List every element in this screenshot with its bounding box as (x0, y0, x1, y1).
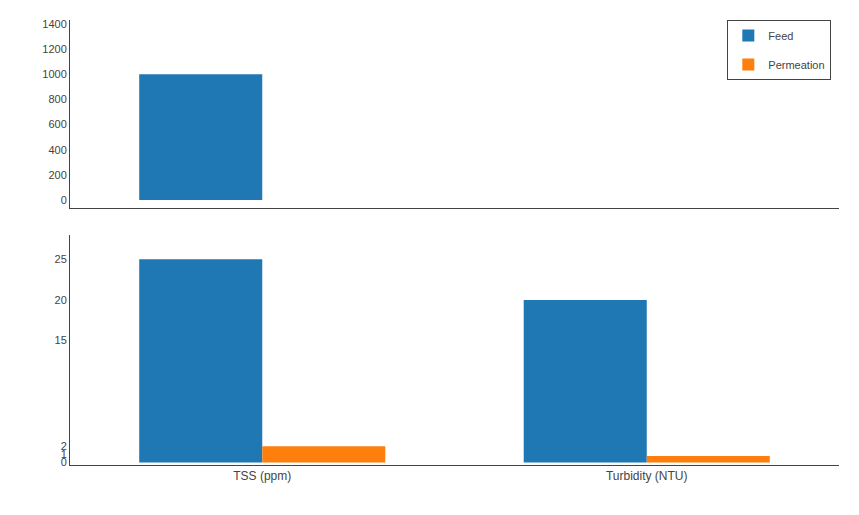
svg-text:600: 600 (48, 118, 66, 130)
svg-text:Turbidity (NTU): Turbidity (NTU) (606, 469, 688, 483)
svg-text:0: 0 (61, 194, 67, 206)
svg-text:1000: 1000 (42, 68, 66, 80)
svg-text:0: 0 (61, 456, 67, 468)
svg-text:15: 15 (55, 334, 67, 346)
svg-text:1: 1 (61, 448, 67, 460)
svg-text:1400: 1400 (42, 18, 66, 30)
svg-text:2: 2 (61, 440, 67, 452)
svg-text:TSS (ppm): TSS (ppm) (233, 469, 291, 483)
svg-text:800: 800 (48, 93, 66, 105)
svg-text:20: 20 (55, 294, 67, 306)
svg-text:25: 25 (55, 253, 67, 265)
svg-text:200: 200 (48, 169, 66, 181)
svg-text:Feed: Feed (768, 30, 793, 42)
svg-text:1200: 1200 (42, 43, 66, 55)
svg-text:400: 400 (48, 144, 66, 156)
svg-text:Permeation: Permeation (768, 59, 824, 71)
